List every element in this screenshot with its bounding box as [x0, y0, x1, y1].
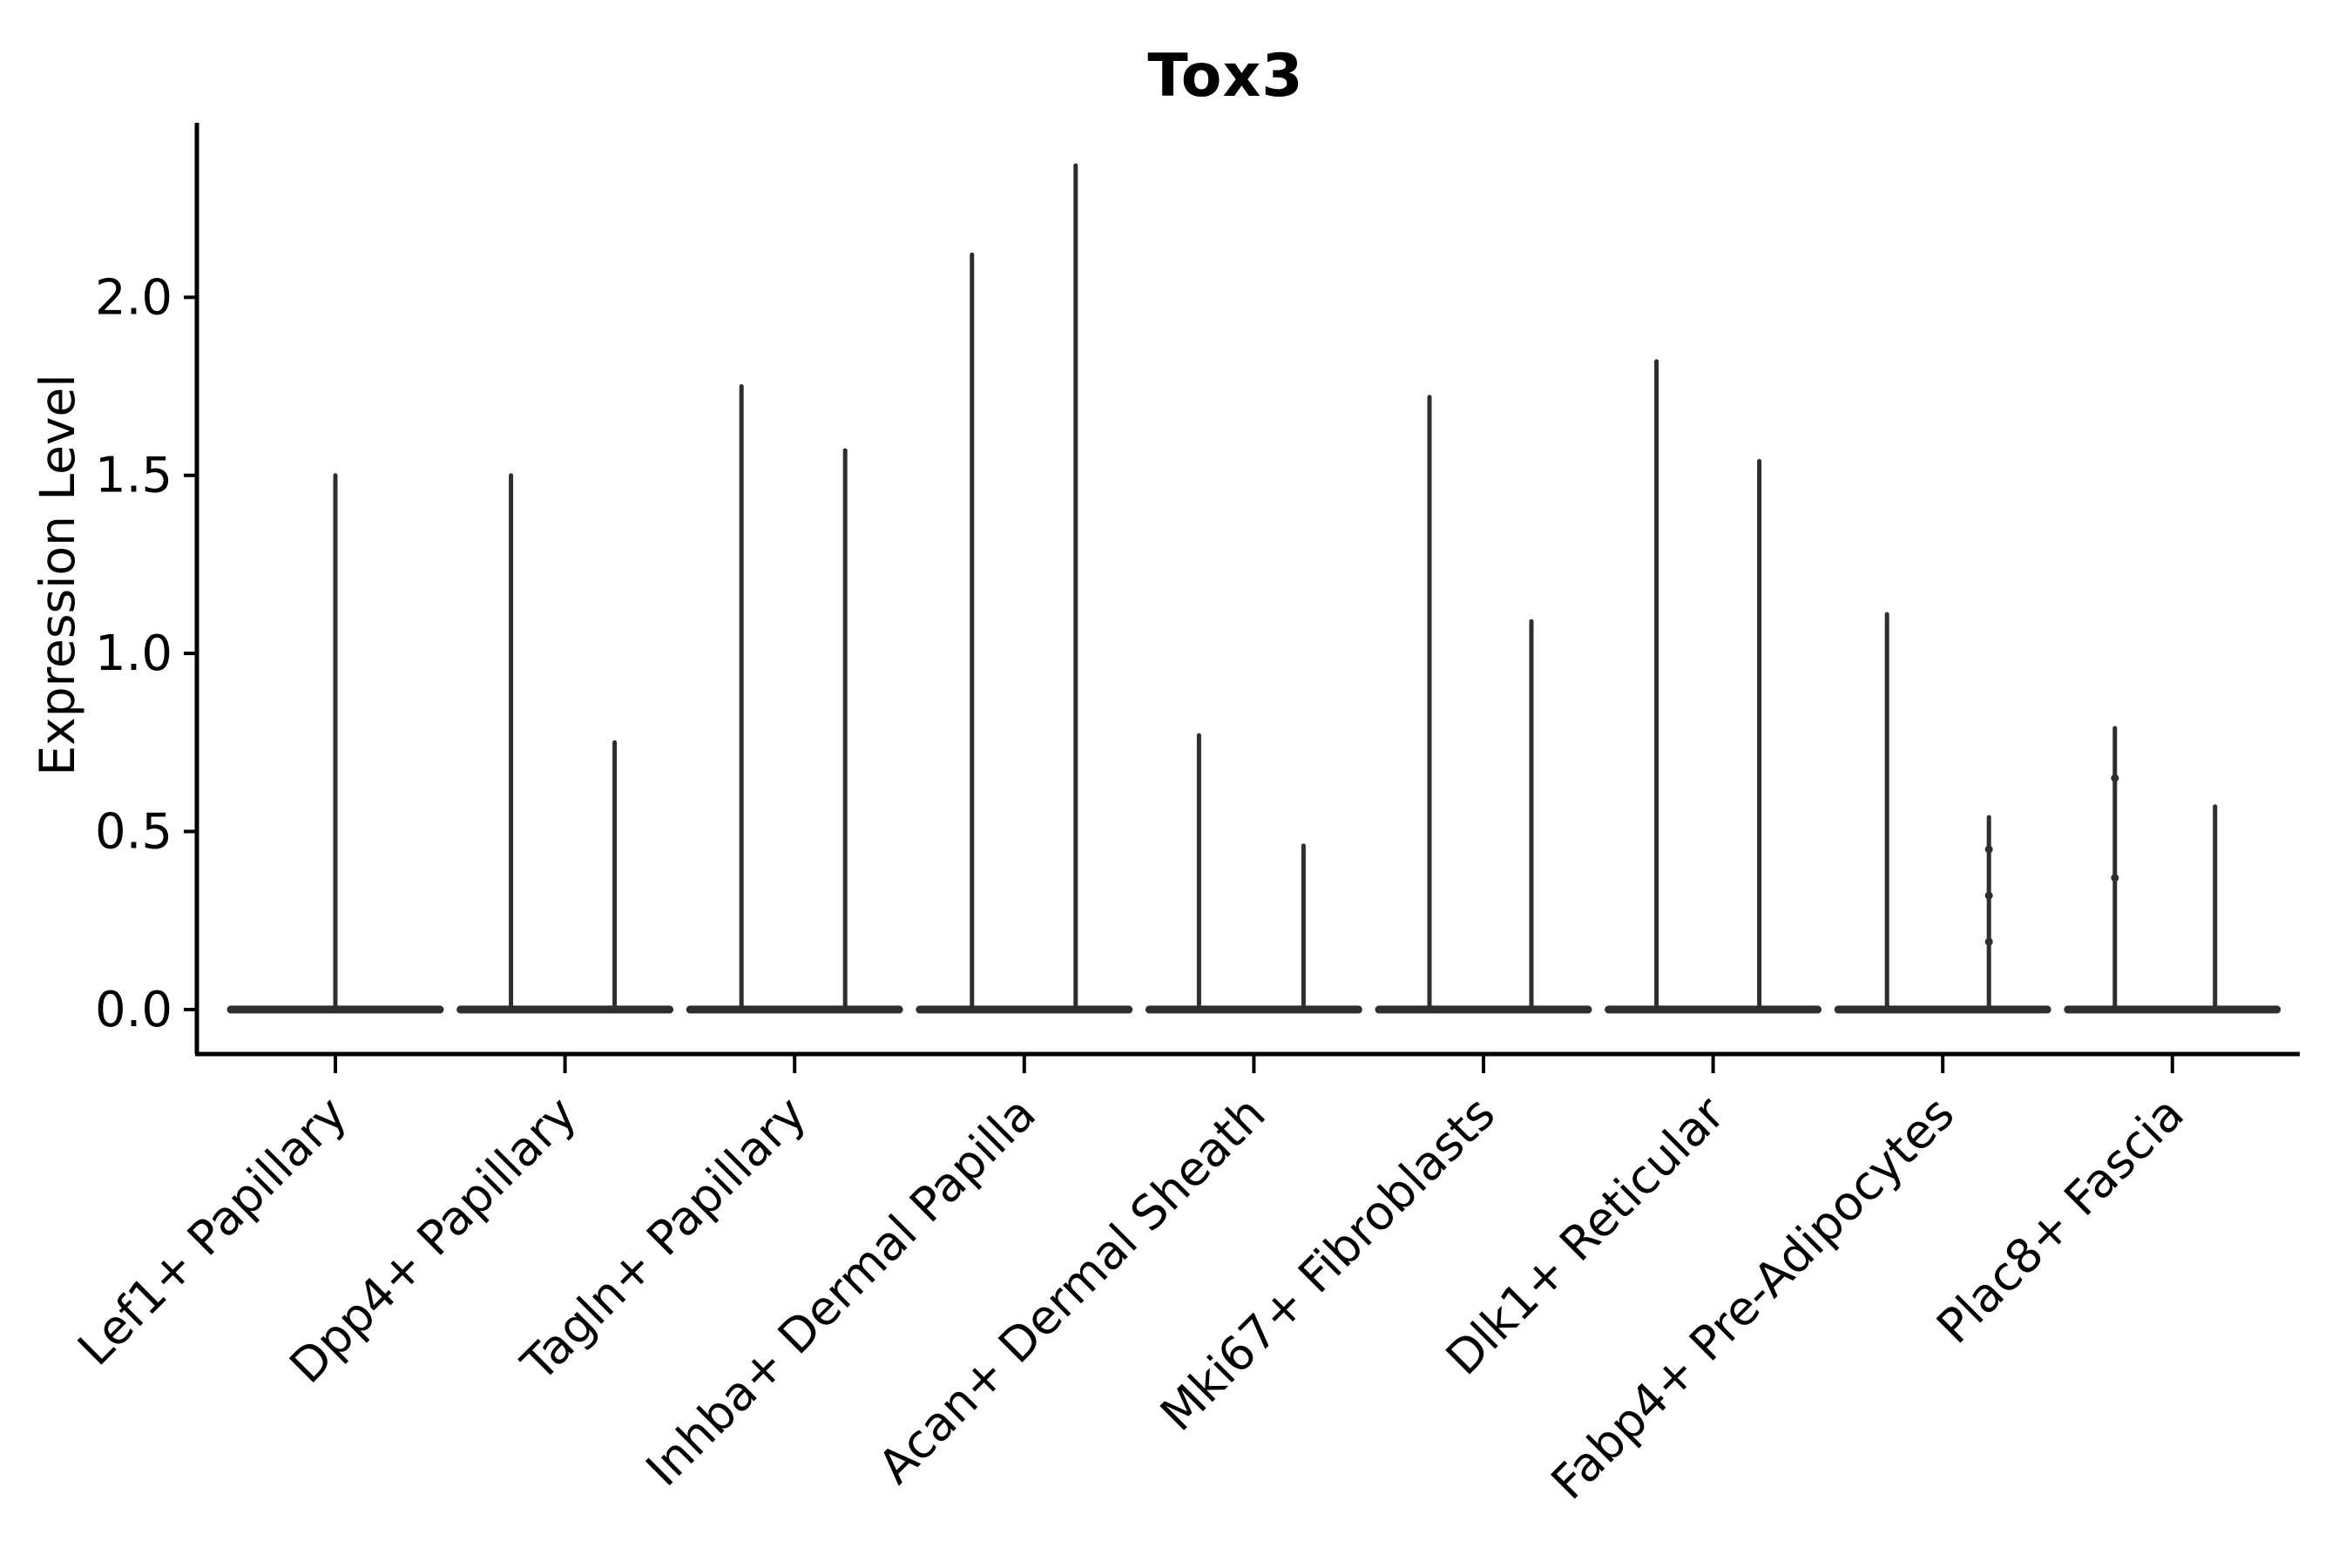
- violin-point: [2111, 874, 2119, 882]
- chart-title: Tox3: [1147, 42, 1304, 111]
- y-tick-label: 1.5: [95, 448, 172, 504]
- violin-point: [1984, 891, 1993, 900]
- y-axis-label-text: Expression Level: [30, 374, 85, 776]
- x-category-label: Inhba+ Dermal Papilla: [636, 1086, 1046, 1497]
- violin-point: [1984, 845, 1993, 854]
- violin-point: [1984, 937, 1993, 946]
- x-category-label: Plac8+ Fascia: [1926, 1086, 2194, 1355]
- y-tick-label: 0.0: [95, 982, 172, 1038]
- y-tick-label: 0.5: [95, 804, 172, 861]
- x-category-label: Acan+ Dermal Sheath: [868, 1086, 1275, 1494]
- y-tick-label: 1.0: [95, 625, 172, 682]
- y-tick-label: 2.0: [95, 269, 172, 326]
- violin-point: [2111, 774, 2119, 782]
- x-category-label: Fabp4+ Pre-Adipocytes: [1541, 1086, 1965, 1511]
